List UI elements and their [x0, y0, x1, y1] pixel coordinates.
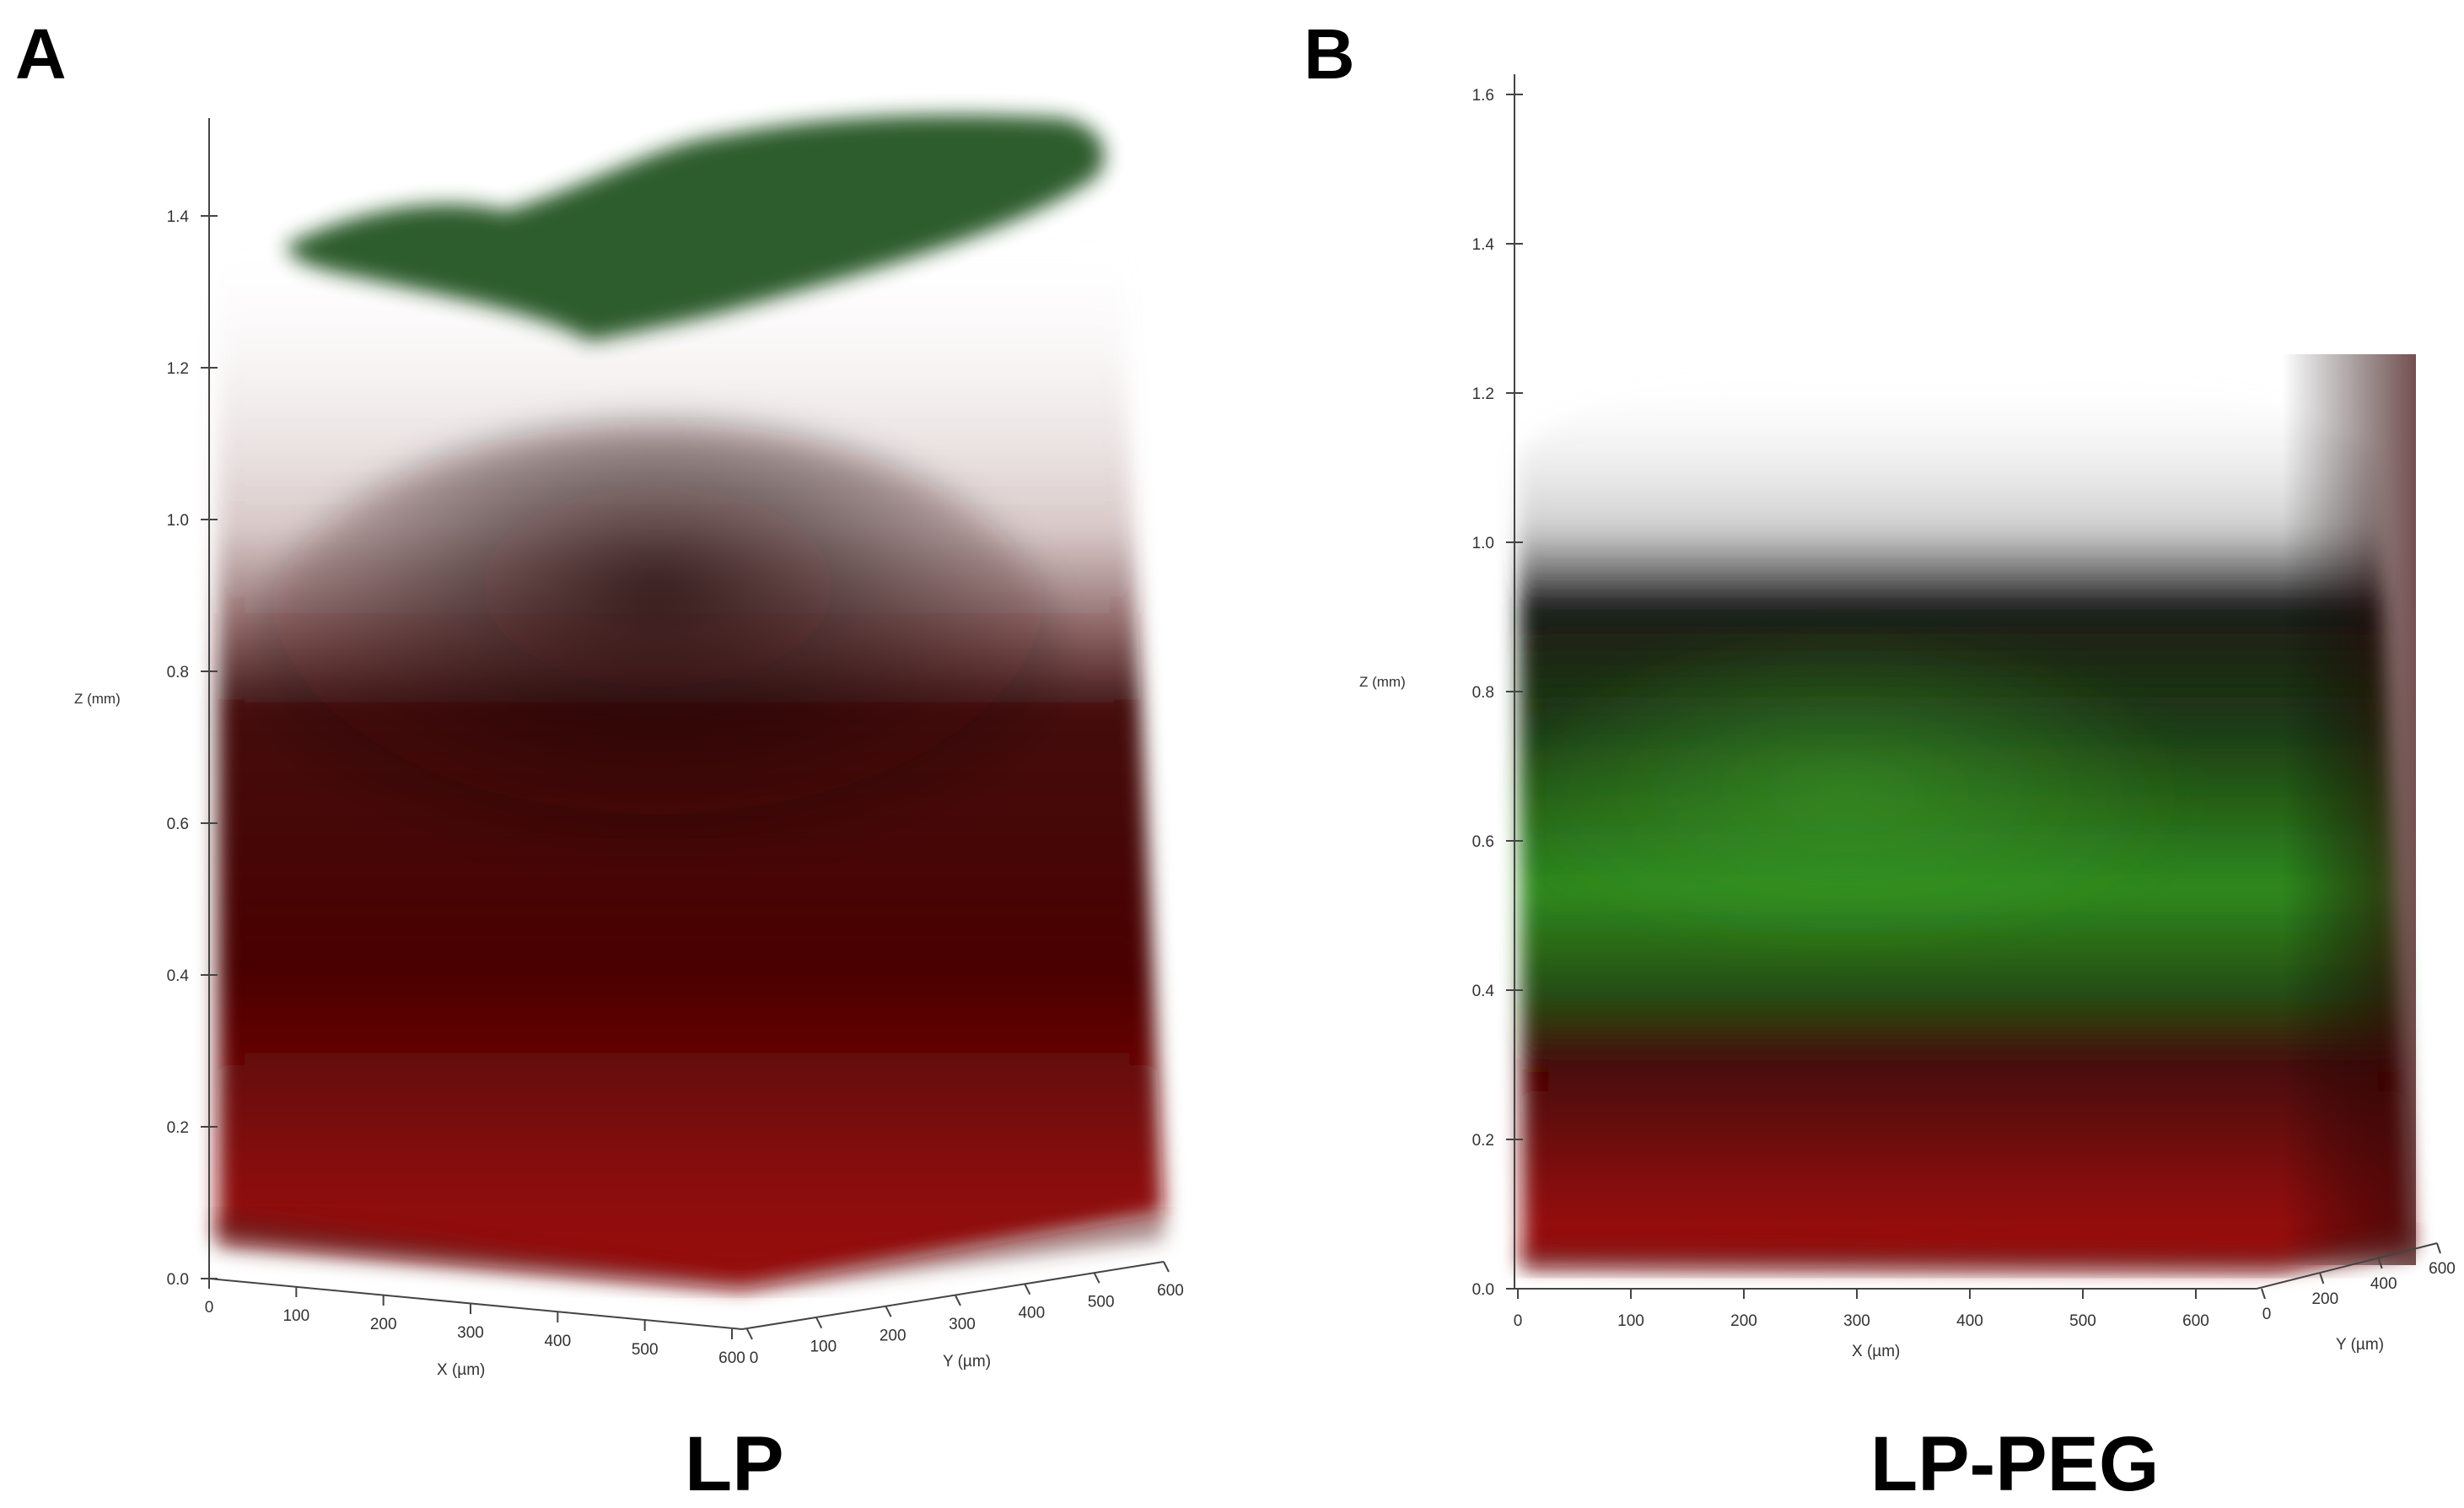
axis-tick: [1093, 1272, 1100, 1284]
panel-a-z-tick-label: 1.4: [167, 208, 190, 226]
panel-b-x-tick-label: 600: [2182, 1312, 2209, 1330]
panel-a-green-layer: [287, 115, 1105, 342]
axis-tick: [1163, 1261, 1170, 1273]
panel-b-x-tick-label: 300: [1843, 1312, 1870, 1330]
panel-b-z-tick-label: 1.6: [1472, 87, 1494, 105]
axis-tick: [2319, 1273, 2325, 1284]
panel-b-y-tick-label: 200: [2311, 1290, 2338, 1308]
axis-tick: [955, 1295, 961, 1306]
panel-a-z-tick-label: 0.0: [167, 1271, 189, 1289]
panel-a-axes: [208, 118, 1165, 1330]
panel-a-x-tick-label: 500: [632, 1341, 659, 1359]
axis-tick: [746, 1328, 753, 1340]
panel-a-z-ticks: 0.0 0.2 0.4 0.6 0.8 1.0 1.2 1.4: [167, 208, 218, 1289]
panel-a-y-tick-label: 0: [750, 1349, 759, 1367]
panel-a-x-tick-label: 100: [282, 1307, 309, 1325]
panel-b-y-tick-label: 0: [2262, 1306, 2272, 1323]
panel-b-x-tick-label: 200: [1730, 1312, 1757, 1330]
panel-a-y-ticks: 0 100 200 300 400 500 600: [746, 1261, 1184, 1367]
panel-b-z-label: Z (mm): [1359, 674, 1406, 690]
panel-a-y-label: Y (µm): [943, 1353, 991, 1371]
axis-tick: [2261, 1288, 2266, 1300]
panel-b-z-tick-label: 1.4: [1472, 236, 1495, 254]
panel-a-z-tick-label: 1.0: [167, 512, 189, 530]
panel-a-y-tick-label: 600: [1157, 1282, 1184, 1300]
panel-b-x-ticks: 0 100 200 300 400 500 600: [1514, 1289, 2209, 1330]
panel-b-x-tick-label: 0: [1514, 1312, 1523, 1330]
panel-b-z-tick-label: 0.8: [1472, 684, 1494, 702]
panel-a-x-ticks: 0 100 200 300 400 500 600: [205, 1279, 745, 1367]
panel-b-y-label: Y (µm): [2336, 1336, 2384, 1354]
panel-a-y-tick-label: 100: [810, 1338, 837, 1356]
panel-b-axes: [1514, 74, 2438, 1290]
panel-b-x-tick-label: 100: [1617, 1312, 1644, 1330]
panel-a-z-tick-label: 0.2: [167, 1119, 189, 1137]
panel-a-z-tick-label: 0.6: [167, 816, 189, 833]
panel-a-letter: A: [15, 14, 67, 94]
panel-a-z-tick-label: 0.8: [167, 664, 189, 681]
panel-b-z-tick-label: 0.6: [1472, 833, 1494, 851]
panel-b-z-ticks: 0.0 0.2 0.4 0.6 0.8 1.0 1.2 1.4 1.6: [1472, 87, 1523, 1299]
axis-tick: [2436, 1242, 2441, 1254]
panel-a-volume: [218, 115, 1164, 1290]
panel-a-x-tick-label: 400: [544, 1333, 571, 1350]
panel-a-z-label: Z (mm): [74, 691, 121, 707]
panel-b-y-tick-label: 600: [2429, 1260, 2456, 1278]
panel-b-caption: LP-PEG: [1870, 1421, 2160, 1507]
panel-a-y-tick-label: 200: [880, 1327, 907, 1344]
axis-tick: [1024, 1284, 1031, 1295]
panel-a-y-tick-label: 400: [1018, 1305, 1045, 1322]
panel-a-x-tick-label: 300: [457, 1324, 484, 1342]
panel-b-x-tick-label: 500: [2069, 1312, 2096, 1330]
panel-b-z-tick-label: 0.0: [1472, 1281, 1494, 1299]
panel-b-y-ticks: 0 200 400 600: [2261, 1242, 2456, 1323]
panel-b-x-label: X (µm): [1852, 1343, 1900, 1360]
panel-b-letter: B: [1304, 14, 1355, 94]
panel-b-x-tick-label: 400: [1956, 1312, 1983, 1330]
panel-a-y-tick-label: 300: [949, 1316, 976, 1333]
panel-b-z-tick-label: 0.2: [1472, 1132, 1494, 1150]
panel-b-z-tick-label: 1.2: [1472, 385, 1494, 403]
panel-b-volume: [1518, 354, 2416, 1274]
axis-tick: [815, 1317, 823, 1329]
panel-a-y-tick-label: 500: [1088, 1293, 1115, 1311]
panel-b-y-tick-label: 400: [2370, 1275, 2397, 1293]
panel-a-x-tick-label: 600: [718, 1349, 745, 1367]
panel-b-z-tick-label: 0.4: [1472, 983, 1495, 1000]
panel-a-x-tick-label: 0: [205, 1299, 214, 1317]
panel-a-z-tick-label: 1.2: [167, 360, 189, 378]
panel-a-z-tick-label: 0.4: [167, 967, 190, 985]
axis-tick: [885, 1306, 892, 1317]
axis-tick: [2377, 1258, 2383, 1269]
panel-a-x-label: X (µm): [437, 1361, 485, 1379]
panel-a-x-tick-label: 200: [370, 1316, 397, 1333]
panel-b-z-tick-label: 1.0: [1472, 535, 1494, 552]
panel-a-caption: LP: [685, 1421, 784, 1507]
